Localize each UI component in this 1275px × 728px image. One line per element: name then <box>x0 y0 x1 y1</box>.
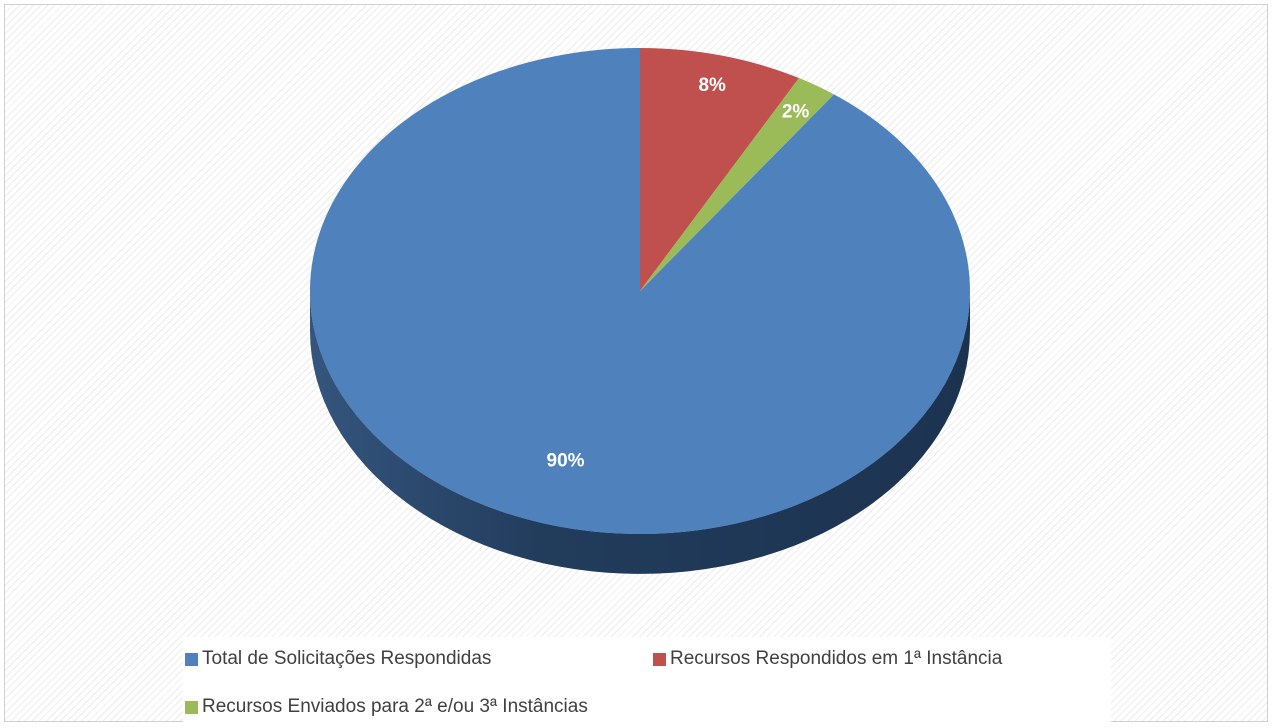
legend-swatch-green <box>185 700 198 714</box>
data-label-recursos-enviados-para-2-e-ou-3-instancias: 2% <box>782 101 810 122</box>
legend-label: Recursos Enviados para 2ª e/ou 3ª Instân… <box>202 696 588 717</box>
pie-slices-group <box>309 48 970 534</box>
chart-area: 90% 8% 2% Total de Solicitações Respondida… <box>4 4 1268 727</box>
pie-labels-group: 90% 8% 2% <box>547 75 810 472</box>
pie-slice-total-de-solicitacoes-respondidas <box>309 48 970 534</box>
legend-swatch-red <box>653 652 666 666</box>
legend: Total de Solicitações Respondidas Recurs… <box>183 637 1111 727</box>
legend-item-recursos-1a-instancia: Recursos Respondidos em 1ª Instância <box>653 648 1002 670</box>
legend-item-recursos-2a-3a-instancias: Recursos Enviados para 2ª e/ou 3ª Instân… <box>185 696 588 718</box>
legend-swatch-blue <box>185 652 198 666</box>
pie-slice-recursos-enviados-para-2-e-ou-3-instancias <box>640 78 834 291</box>
pie-side-group <box>310 291 970 574</box>
data-label-recursos-respondidos-em-1-instancia: 8% <box>698 75 726 96</box>
pie-chart: 90% 8% 2% <box>309 48 970 574</box>
legend-label: Recursos Respondidos em 1ª Instância <box>670 648 1003 669</box>
legend-label: Total de Solicitações Respondidas <box>202 648 492 669</box>
pie-side-wall <box>310 291 970 574</box>
legend-item-total-solicitacoes: Total de Solicitações Respondidas <box>185 648 491 670</box>
pie-slice-recursos-respondidos-em-1-instancia <box>640 48 799 291</box>
data-label-total-de-solicitacoes-respondidas: 90% <box>547 451 585 472</box>
